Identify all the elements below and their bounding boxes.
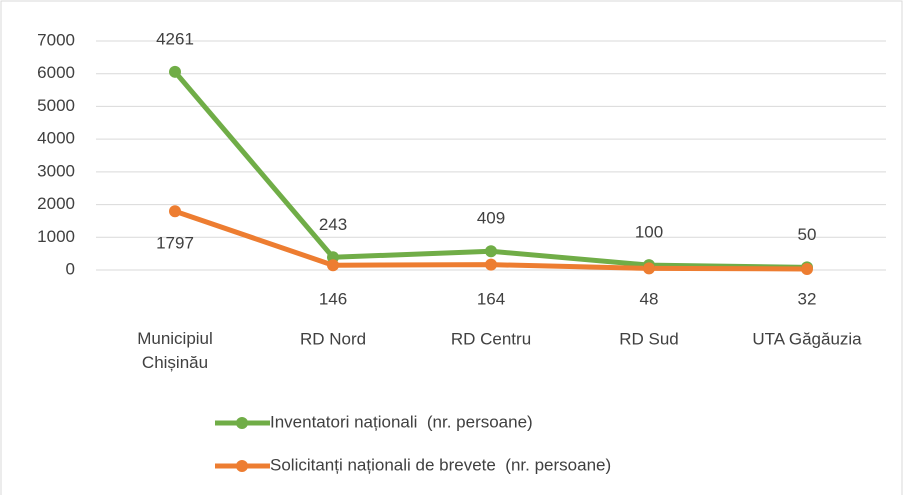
- data-label: 50: [798, 225, 817, 244]
- x-tick-label: RD Nord: [300, 329, 366, 348]
- y-tick-label: 1000: [37, 227, 75, 246]
- y-tick-label: 7000: [37, 30, 75, 49]
- legend-marker: [236, 417, 248, 429]
- x-tick-label: RD Sud: [619, 329, 679, 348]
- legend-label: Solicitanți naționali de brevete (nr. pe…: [270, 455, 611, 474]
- point: [801, 262, 813, 275]
- point: [327, 259, 339, 272]
- data-label: 48: [640, 289, 659, 308]
- point: [485, 258, 497, 271]
- data-label: 32: [798, 289, 817, 308]
- y-tick-label: 5000: [37, 96, 75, 115]
- data-label: 164: [477, 289, 505, 308]
- y-tick-label: 3000: [37, 161, 75, 180]
- x-tick-label: Municipiul Chișinău: [137, 329, 213, 372]
- data-label: 100: [635, 223, 663, 242]
- data-label: 409: [477, 209, 505, 228]
- data-label: 243: [319, 215, 347, 234]
- legend-marker: [236, 460, 248, 472]
- y-tick-label: 4000: [37, 129, 75, 148]
- point: [643, 262, 655, 275]
- legend-label: Inventatori naționali (nr. persoane): [270, 412, 533, 431]
- data-label: 4261: [156, 29, 194, 48]
- y-tick-label: 6000: [37, 63, 75, 82]
- x-tick-label: UTA Găgăuzia: [752, 329, 862, 348]
- y-tick-label: 0: [66, 259, 75, 278]
- point: [485, 245, 497, 258]
- y-tick-label: 2000: [37, 194, 75, 213]
- point: [169, 65, 181, 78]
- x-tick-label: RD Centru: [451, 329, 531, 348]
- point: [169, 205, 181, 218]
- data-label: 1797: [156, 234, 194, 253]
- data-label: 146: [319, 289, 347, 308]
